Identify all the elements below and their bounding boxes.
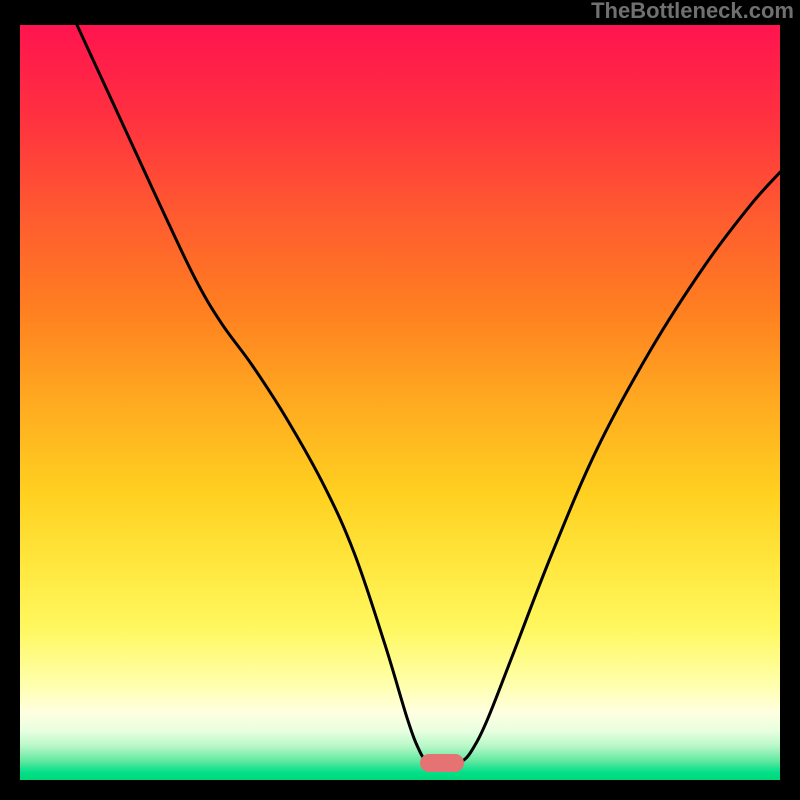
- plot-area: [20, 25, 780, 780]
- attribution-text: TheBottleneck.com: [591, 0, 794, 22]
- curve-path: [77, 25, 780, 764]
- optimal-point-marker: [420, 754, 464, 772]
- bottleneck-curve: [20, 25, 780, 780]
- bottleneck-chart: TheBottleneck.com: [0, 0, 800, 800]
